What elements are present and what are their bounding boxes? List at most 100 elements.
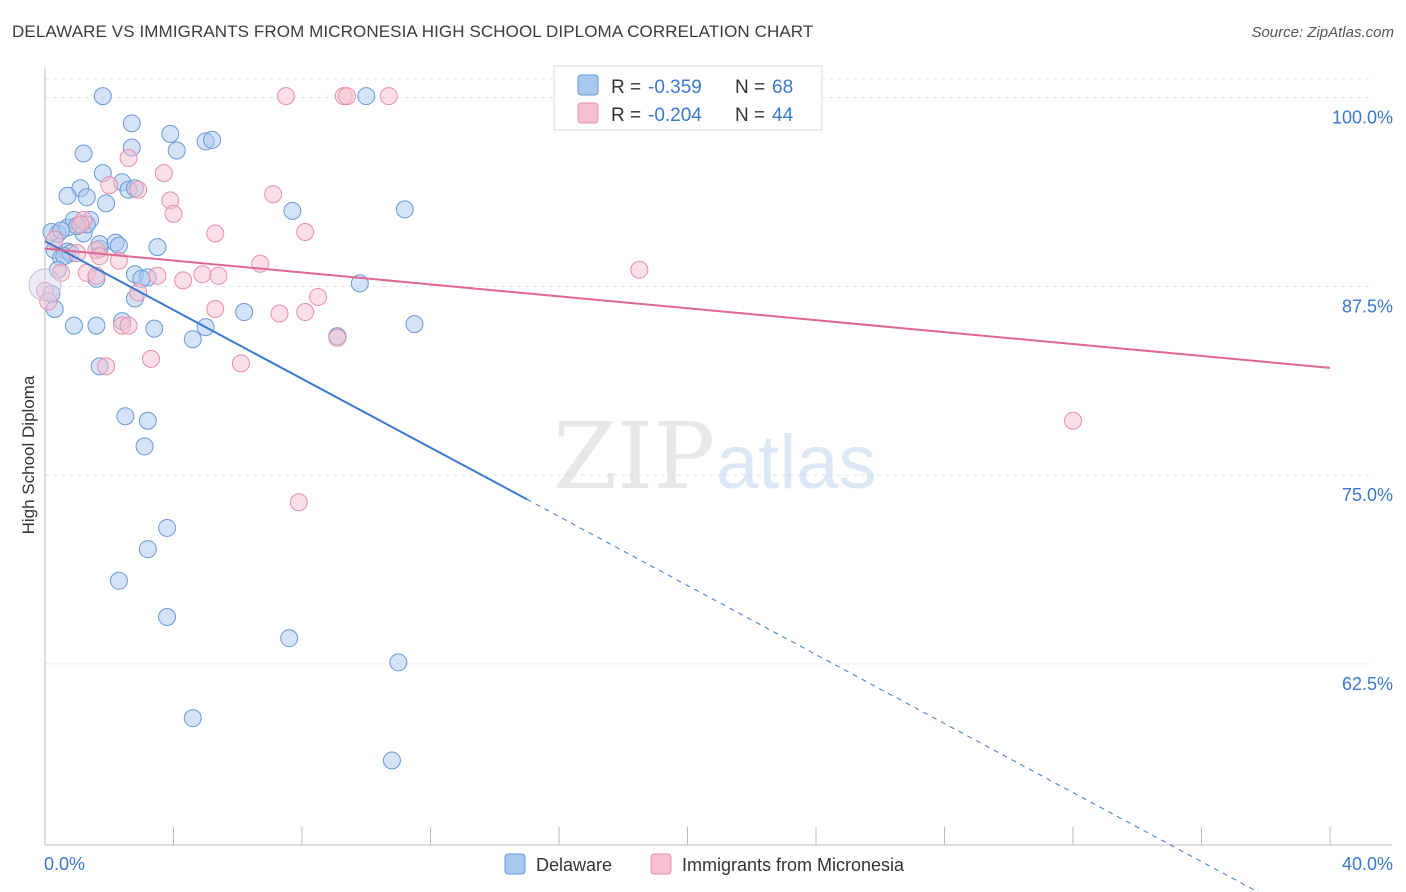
stats-r-value-micronesia: -0.204 <box>648 105 702 126</box>
point-delaware <box>283 201 302 220</box>
point-delaware <box>158 608 177 627</box>
stats-r-label-delaware: R = <box>611 77 641 98</box>
point-micronesia <box>129 180 148 199</box>
point-delaware <box>357 87 376 106</box>
y-tick-label: 100.0% <box>1332 108 1393 128</box>
trend-line-delaware-extrapolated <box>526 498 1260 892</box>
point-delaware <box>183 709 202 728</box>
point-micronesia <box>39 292 58 311</box>
point-micronesia <box>630 260 649 279</box>
stats-n-value-micronesia: 44 <box>772 105 794 126</box>
point-micronesia <box>193 265 212 284</box>
point-delaware <box>145 319 164 338</box>
legend-label-micronesia: Immigrants from Micronesia <box>682 855 905 875</box>
point-delaware <box>74 144 93 163</box>
point-delaware <box>158 518 177 537</box>
y-tick-label: 75.0% <box>1342 485 1393 505</box>
trend-lines <box>44 240 1331 892</box>
y-axis-label: High School Diploma <box>19 375 38 534</box>
y-tick-label: 62.5% <box>1342 674 1393 694</box>
watermark-zip: ZIP <box>553 403 715 510</box>
point-micronesia <box>119 316 138 335</box>
point-delaware <box>77 188 96 207</box>
point-cluster <box>28 268 62 302</box>
x-tick-label: 40.0% <box>1342 854 1393 874</box>
point-micronesia <box>264 185 283 204</box>
point-delaware <box>280 629 299 648</box>
point-delaware <box>235 303 254 322</box>
stats-r-label-micronesia: R = <box>611 105 641 126</box>
point-delaware <box>109 571 128 590</box>
point-micronesia <box>100 176 119 195</box>
point-micronesia <box>379 87 398 106</box>
trend-line-delaware <box>44 240 528 501</box>
source-credit: Source: ZipAtlas.com <box>1251 24 1394 41</box>
point-micronesia <box>206 224 225 243</box>
point-delaware <box>405 315 424 334</box>
point-delaware <box>161 124 180 143</box>
point-delaware <box>135 437 154 456</box>
legend-label-delaware: Delaware <box>536 855 612 875</box>
point-delaware <box>183 330 202 349</box>
point-delaware <box>395 200 414 219</box>
watermark-atlas: atlas <box>716 420 877 505</box>
y-tick-label: 87.5% <box>1342 296 1393 316</box>
x-tick-label: 0.0% <box>44 854 85 874</box>
chart-title: DELAWARE VS IMMIGRANTS FROM MICRONESIA H… <box>12 22 814 41</box>
point-delaware <box>389 653 408 672</box>
point-delaware <box>116 407 135 426</box>
gridlines <box>45 78 1370 665</box>
point-micronesia <box>154 164 173 183</box>
stats-swatch-delaware <box>577 74 599 96</box>
point-micronesia <box>87 266 106 285</box>
point-micronesia <box>119 149 138 168</box>
point-micronesia <box>206 300 225 319</box>
point-delaware <box>64 316 83 335</box>
point-micronesia <box>97 357 116 376</box>
point-delaware <box>148 238 167 257</box>
legend-swatch-delaware <box>504 853 526 875</box>
point-delaware <box>87 316 106 335</box>
point-micronesia <box>129 283 148 302</box>
trend-line-micronesia <box>44 247 1331 369</box>
point-delaware <box>97 194 116 213</box>
stats-n-label-delaware: N = <box>735 77 765 98</box>
stats-swatch-micronesia <box>577 102 599 124</box>
bottom-legend: Delaware Immigrants from Micronesia <box>504 853 905 875</box>
point-micronesia <box>328 328 347 347</box>
point-micronesia <box>296 223 315 242</box>
stats-n-label-micronesia: N = <box>735 105 765 126</box>
point-micronesia <box>164 204 183 223</box>
point-delaware <box>122 114 141 133</box>
point-delaware <box>138 540 157 559</box>
point-micronesia <box>296 303 315 322</box>
point-micronesia <box>337 87 356 106</box>
point-micronesia <box>71 215 90 234</box>
point-micronesia <box>270 304 289 323</box>
stats-legend-box <box>553 65 823 131</box>
point-micronesia <box>148 266 167 285</box>
point-micronesia <box>231 354 250 373</box>
stats-n-value-delaware: 68 <box>772 77 793 98</box>
point-micronesia <box>1064 411 1082 430</box>
point-delaware <box>138 411 157 430</box>
stats-r-value-delaware: -0.359 <box>648 77 702 98</box>
point-micronesia <box>289 493 308 512</box>
legend-swatch-micronesia <box>650 853 672 875</box>
point-delaware <box>93 87 112 106</box>
point-micronesia <box>142 349 161 368</box>
point-delaware <box>167 141 186 160</box>
point-delaware <box>203 130 222 149</box>
stats-legend: R = -0.359 N = 68 R = -0.204 N = 44 <box>553 65 823 131</box>
point-delaware <box>58 186 77 205</box>
point-micronesia <box>90 247 109 266</box>
point-micronesia <box>209 266 228 285</box>
point-delaware <box>382 751 401 770</box>
axes: 62.5% 75.0% 87.5% 100.0% 0.0% 40.0% <box>44 68 1393 874</box>
point-micronesia <box>276 87 295 106</box>
point-micronesia <box>309 287 328 306</box>
point-micronesia <box>174 271 193 290</box>
point-delaware <box>109 236 128 255</box>
watermark: ZIP atlas <box>553 403 877 510</box>
